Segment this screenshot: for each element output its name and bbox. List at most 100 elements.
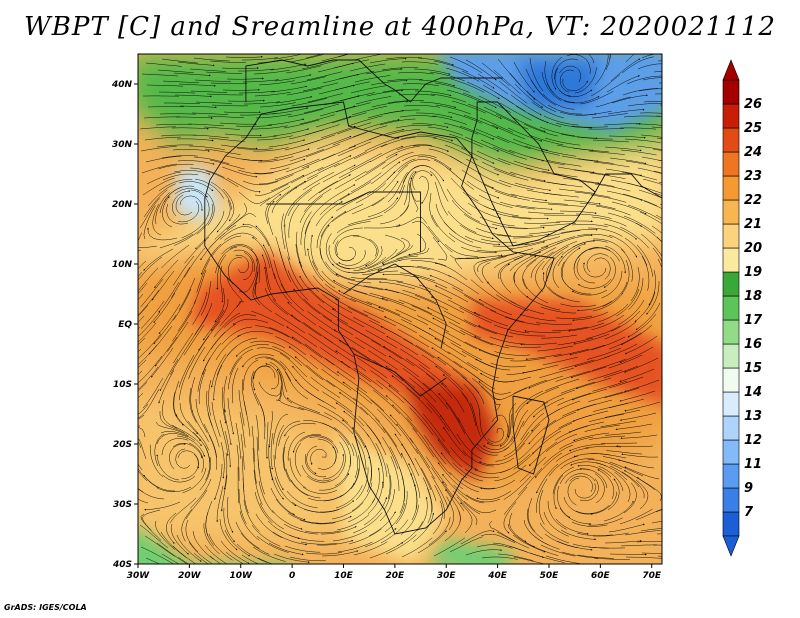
- colorbar-swatch: [722, 319, 740, 345]
- streamline: [156, 542, 187, 564]
- streamline: [284, 224, 291, 261]
- streamline: [405, 358, 436, 381]
- streamline: [366, 456, 372, 493]
- streamline: [542, 272, 565, 300]
- streamline: [256, 135, 293, 141]
- streamline: [240, 433, 245, 470]
- streamline: [158, 369, 175, 404]
- streamline: [620, 324, 653, 345]
- streamline: [635, 508, 662, 521]
- streamline: [603, 365, 639, 379]
- streamline: [158, 91, 196, 94]
- streamline: [481, 556, 518, 560]
- streamline: [188, 442, 204, 473]
- streamline: [563, 96, 600, 104]
- streamline: [406, 417, 430, 447]
- streamline: [635, 302, 661, 331]
- streamline: [426, 402, 450, 432]
- streamline: [456, 496, 478, 526]
- streamline: [475, 128, 510, 144]
- streamline: [487, 428, 504, 443]
- streamline: [364, 137, 400, 152]
- streamline: [354, 161, 386, 182]
- streamline: [176, 138, 214, 142]
- streamline: [307, 248, 324, 282]
- streamline: [477, 172, 512, 188]
- streamline: [448, 232, 482, 249]
- streamline: [380, 137, 416, 148]
- colorbar-label: 26: [744, 97, 762, 112]
- streamline: [233, 249, 255, 273]
- streamline: [307, 311, 338, 333]
- streamline: [565, 473, 596, 484]
- streamline: [155, 192, 170, 225]
- streamline: [448, 133, 483, 148]
- streamline: [557, 337, 594, 346]
- streamline: [351, 443, 358, 479]
- streamline: [273, 454, 284, 491]
- streamline: [604, 387, 640, 399]
- streamlines: [138, 54, 662, 564]
- streamline: [461, 478, 496, 489]
- colorbar-swatch: [722, 79, 740, 105]
- streamline: [298, 406, 333, 421]
- streamline: [154, 433, 165, 467]
- streamline: [224, 529, 251, 557]
- streamline: [435, 365, 464, 391]
- streamline: [561, 277, 591, 295]
- streamline: [370, 79, 408, 86]
- streamline: [403, 397, 429, 425]
- streamline: [335, 246, 356, 262]
- streamline: [588, 413, 625, 423]
- streamline: [291, 336, 323, 359]
- streamline: [259, 403, 266, 440]
- streamline: [347, 214, 383, 226]
- streamline: [339, 392, 369, 416]
- streamline: [494, 91, 526, 112]
- wbpt-green-s: [425, 540, 519, 564]
- streamline: [559, 210, 597, 214]
- streamline: [200, 232, 226, 261]
- streamline: [636, 123, 662, 126]
- streamline: [243, 400, 251, 437]
- streamline: [138, 414, 145, 420]
- streamline: [172, 149, 210, 152]
- streamline: [158, 179, 193, 192]
- streamline: [509, 72, 536, 100]
- streamline: [280, 283, 305, 312]
- streamline: [224, 133, 262, 137]
- lat-tick-label: 20S: [113, 440, 132, 450]
- streamline: [653, 71, 662, 73]
- streamline: [223, 452, 228, 490]
- streamline: [339, 181, 372, 201]
- streamline: [574, 191, 611, 198]
- streamline: [536, 463, 559, 494]
- streamline: [620, 149, 657, 156]
- streamline: [219, 419, 229, 456]
- streamline: [177, 299, 197, 332]
- streamline: [257, 557, 274, 564]
- streamline: [189, 335, 210, 367]
- streamline: [254, 491, 273, 524]
- streamline: [290, 166, 324, 184]
- streamline: [496, 294, 529, 312]
- streamline: [350, 298, 385, 313]
- streamline: [363, 119, 400, 130]
- streamline: [483, 106, 517, 123]
- streamline: [609, 157, 647, 165]
- streamline: [190, 376, 196, 413]
- streamline: [437, 462, 464, 490]
- streamline: [140, 146, 177, 152]
- streamline: [300, 211, 312, 246]
- streamline: [242, 223, 270, 247]
- streamline: [219, 518, 238, 551]
- streamline: [378, 281, 416, 290]
- streamline: [461, 70, 495, 89]
- streamline: [299, 195, 323, 224]
- streamline: [287, 256, 304, 290]
- streamline: [226, 496, 234, 533]
- streamline: [384, 502, 406, 533]
- streamline: [161, 155, 198, 159]
- streamline: [592, 532, 629, 537]
- streamline: [421, 354, 452, 377]
